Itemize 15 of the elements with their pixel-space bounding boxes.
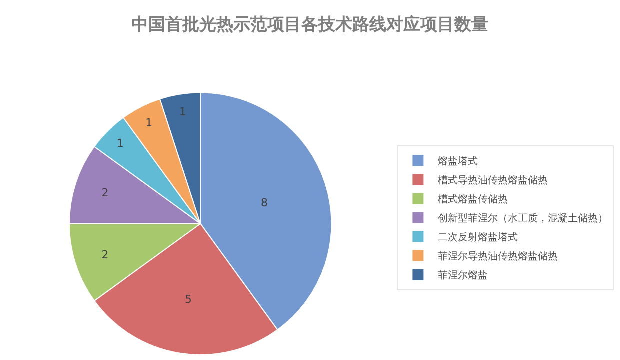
data-label: 2 <box>102 186 109 200</box>
legend-label: 菲涅尔熔盐 <box>438 270 488 282</box>
data-label: 2 <box>102 248 109 262</box>
legend-label: 熔盐塔式 <box>438 156 478 168</box>
legend-label: 菲涅尔导热油传热熔盐储热 <box>438 250 558 263</box>
data-label: 8 <box>261 196 268 210</box>
chart-title: 中国首批光热示范项目各技术路线对应项目数量 <box>132 14 488 35</box>
data-label: 1 <box>116 137 124 150</box>
legend-label: 槽式导热油传热熔盐储热 <box>438 174 548 187</box>
legend-label: 二次反射熔盐塔式 <box>438 232 518 244</box>
data-label: 1 <box>146 116 153 130</box>
legend-label: 创新型菲涅尔（水工质，混凝土储热） <box>438 212 608 225</box>
data-label: 1 <box>179 105 186 118</box>
legend-label: 槽式熔盐传储热 <box>438 194 508 206</box>
data-label: 5 <box>185 293 192 306</box>
